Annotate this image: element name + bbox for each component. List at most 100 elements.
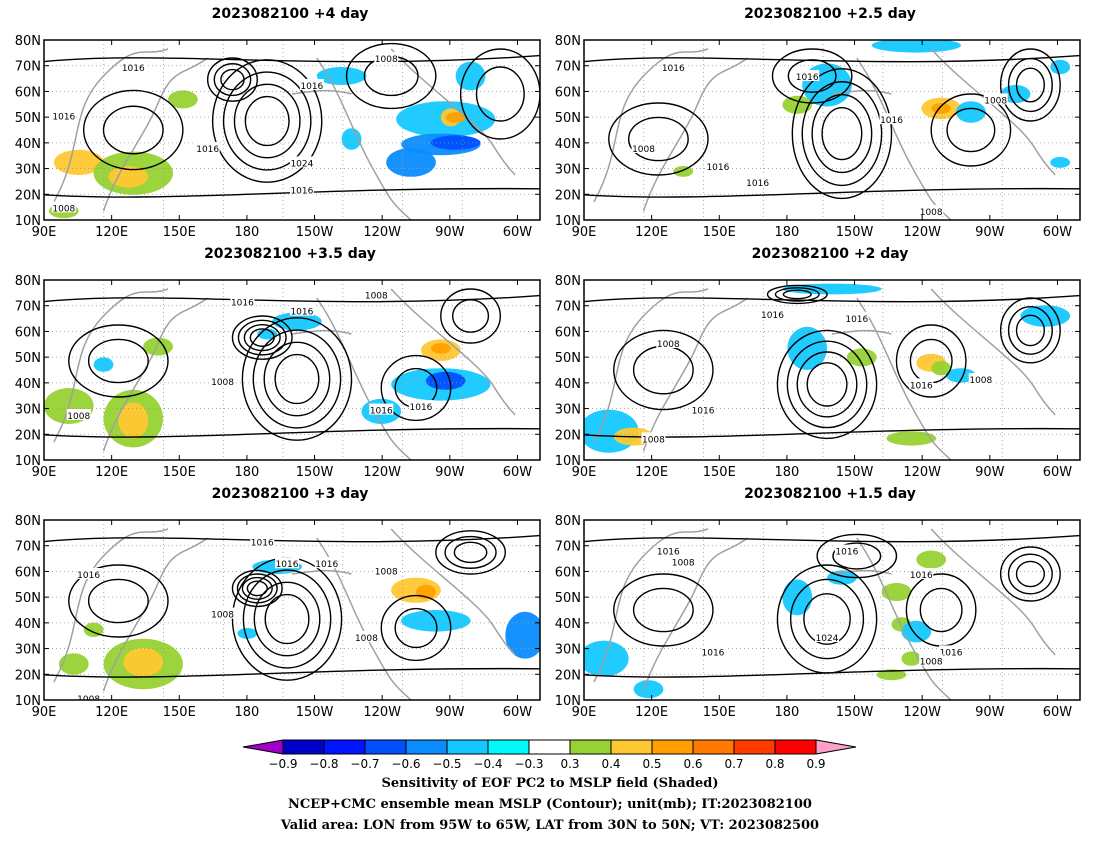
mslp-contour [68, 324, 169, 398]
shading-patch [946, 368, 976, 383]
coastline [390, 288, 516, 416]
colorbar-swatch [364, 739, 407, 755]
plot-frame [583, 519, 1081, 701]
x-tick-label: 120E [95, 465, 128, 480]
coastline [291, 569, 352, 575]
coastline [930, 48, 1056, 176]
colorbar-swatch [610, 739, 653, 755]
contour-label: 1008 [375, 567, 398, 577]
x-tick-label: 60W [1043, 705, 1073, 720]
x-tick-label: 150E [703, 705, 736, 720]
y-tick-label: 80N [15, 34, 41, 49]
map-plot: 1016 1016 1008 1008 1008 1016 1016 10N 20N 30N 40N… [15, 274, 541, 480]
colorbar-swatch [651, 739, 694, 755]
y-tick-label: 70N [15, 540, 41, 555]
shading-patch [445, 112, 466, 123]
x-tick-label: 120W [363, 225, 401, 240]
x-tick-label: 150E [703, 225, 736, 240]
contour-label: 1016 [692, 407, 715, 417]
colorbar-tick-label: 0.5 [642, 757, 661, 771]
x-tick-label: 150E [163, 705, 196, 720]
mslp-contour [801, 81, 883, 187]
mslp-contour [440, 288, 502, 344]
x-tick-label: 90W [975, 225, 1005, 240]
x-tick-label: 150W [296, 705, 334, 720]
panel-title: 2023082100 +4 day [211, 6, 369, 22]
coastline [593, 48, 709, 203]
coastline [642, 537, 749, 692]
y-tick-label: 20N [15, 428, 41, 443]
y-tick-label: 80N [555, 514, 581, 529]
y-tick-label: 60N [555, 565, 581, 580]
x-tick-label: 60W [1043, 465, 1073, 480]
contour-label: 1016 [52, 113, 75, 123]
panel-2: 2023082100 +2.5 day 1016 1016 1008 1016 1016… [540, 0, 1100, 240]
y-tick-label: 70N [555, 60, 581, 75]
y-tick-label: 50N [15, 111, 41, 126]
y-tick-label: 30N [15, 403, 41, 418]
contour-label: 1008 [365, 291, 388, 301]
caption-line-2: NCEP+CMC ensemble mean MSLP (Contour); u… [288, 797, 812, 812]
mslp-contour [905, 573, 977, 647]
mslp-contour [231, 569, 283, 608]
x-tick-label: 180 [774, 465, 799, 480]
mslp-contour [44, 667, 540, 678]
contour-label-bg [641, 432, 666, 444]
shading-patch [341, 128, 362, 150]
contour-label: 1016 [910, 381, 933, 391]
mslp-contour [252, 329, 342, 429]
panel-4: 2023082100 +2 day 1016 1016 1008 1016 1008 10… [540, 240, 1100, 480]
x-tick-label: 90W [435, 465, 465, 480]
y-tick-label: 50N [555, 111, 581, 126]
mslp-contour [220, 68, 245, 91]
contour-label-bg [230, 295, 255, 307]
shading-patch [53, 149, 104, 175]
contour-label: 1016 [370, 407, 393, 417]
contour-label: 1008 [672, 558, 695, 568]
coastline [930, 288, 1056, 416]
coastline [102, 537, 209, 692]
y-tick-label: 70N [15, 300, 41, 315]
shading-patch [118, 402, 149, 439]
contour-label-bg [289, 156, 314, 168]
mslp-contour [453, 541, 488, 564]
mslp-contour [231, 315, 293, 360]
y-tick-label: 70N [15, 60, 41, 75]
x-tick-label: 90W [975, 465, 1005, 480]
shading-patch [316, 67, 367, 85]
mslp-contour [1007, 305, 1053, 355]
mslp-contour [44, 187, 540, 198]
mslp-contour [930, 93, 1012, 167]
panel-3: 2023082100 +3.5 day 1016 1016 1008 1008 1008… [0, 240, 550, 480]
panel-title: 2023082100 +3.5 day [204, 246, 376, 262]
contour-label-bg [700, 645, 725, 657]
shading-patch [1020, 305, 1071, 327]
mslp-contour [789, 578, 865, 660]
colorbar-swatch [446, 739, 489, 755]
contour-label: 1008 [355, 634, 378, 644]
colorbar-tick-label: −0.8 [309, 757, 338, 771]
colorbar-swatch [282, 739, 325, 755]
mslp-contour [584, 534, 1080, 543]
shading-patch [886, 431, 937, 446]
panel-title: 2023082100 +2 day [751, 246, 909, 262]
y-tick-label: 20N [555, 668, 581, 683]
mslp-contour [786, 340, 868, 429]
mslp-contour [919, 587, 963, 633]
x-tick-label: 150W [296, 465, 334, 480]
x-tick-label: 180 [774, 705, 799, 720]
contour-label-bg [314, 557, 339, 569]
contour-label-bg [879, 113, 904, 125]
coastline [642, 57, 749, 212]
mslp-contour [44, 427, 540, 438]
x-tick-label: 180 [234, 465, 259, 480]
x-tick-label: 120E [95, 225, 128, 240]
caption-line-1: Sensitivity of EOF PC2 to MSLP field (Sh… [381, 776, 719, 791]
contour-label: 1016 [300, 82, 323, 92]
mslp-contour [632, 587, 694, 633]
contour-label-bg [631, 142, 656, 153]
contour-label: 1008 [984, 96, 1007, 106]
mslp-contour [243, 323, 281, 352]
y-tick-label: 80N [15, 514, 41, 529]
coastline [316, 57, 412, 220]
